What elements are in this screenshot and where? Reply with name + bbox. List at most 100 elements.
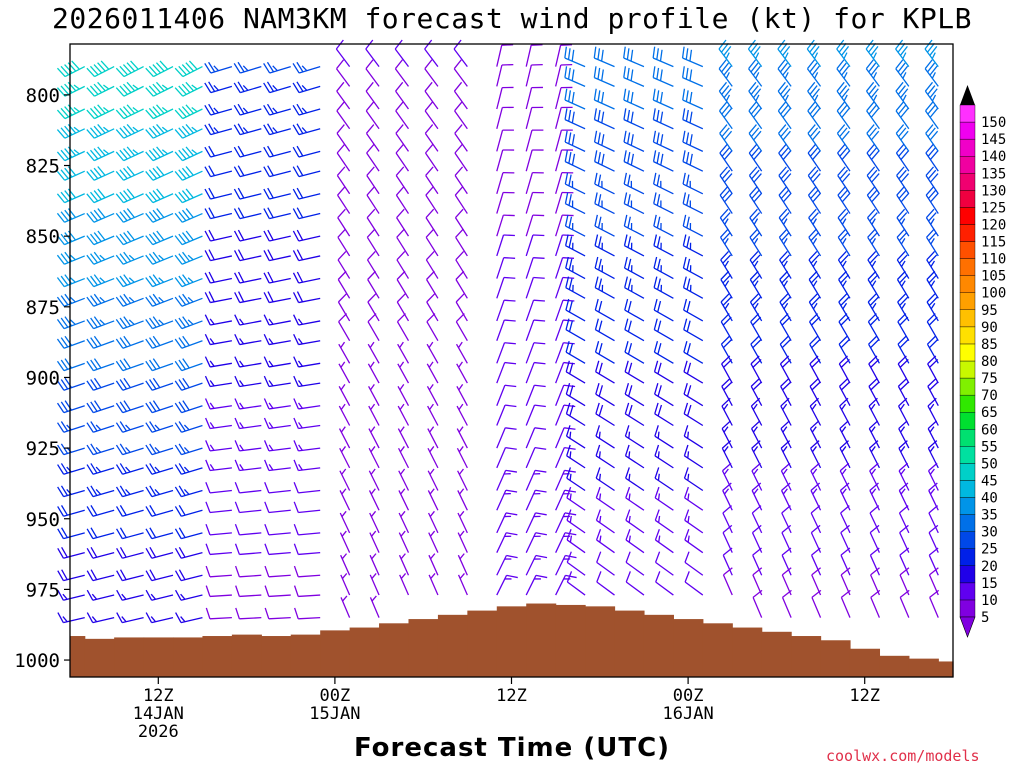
wind-barb xyxy=(866,101,880,130)
wind-barb xyxy=(338,341,351,364)
barb-feather xyxy=(685,90,689,102)
barb-feather xyxy=(623,256,628,269)
barb-feather xyxy=(752,46,761,56)
barb-feather xyxy=(682,130,686,143)
barb-feather xyxy=(115,444,124,455)
barb-feather xyxy=(840,316,850,326)
wind-barb xyxy=(927,440,939,469)
barb-feather xyxy=(60,485,68,496)
barb-feather xyxy=(365,81,374,92)
barb-feather xyxy=(123,293,132,304)
wind-barb xyxy=(86,146,115,162)
barb-feather xyxy=(370,426,376,433)
barb-feather xyxy=(806,59,816,70)
wind-barb xyxy=(86,274,115,288)
barb-shaft xyxy=(496,319,505,341)
colorbar-swatch xyxy=(959,104,976,123)
barb-feather xyxy=(178,337,187,348)
barb-feather xyxy=(929,468,935,475)
wind-barb xyxy=(870,589,881,618)
barb-feather xyxy=(681,46,685,59)
wind-barb xyxy=(682,172,704,195)
barb-shaft xyxy=(807,132,822,152)
barb-feather xyxy=(178,505,186,516)
wind-barb xyxy=(809,397,822,426)
barb-feather xyxy=(60,359,69,370)
barb-feather xyxy=(132,149,139,155)
barb-feather xyxy=(205,440,211,452)
wind-barb xyxy=(145,358,174,372)
wind-barb xyxy=(174,547,203,559)
barb-feather xyxy=(185,81,194,92)
barb-shaft xyxy=(181,277,203,288)
wind-barb xyxy=(338,403,351,426)
wind-barb xyxy=(806,59,822,87)
barb-feather xyxy=(459,530,465,537)
barb-feather xyxy=(928,254,938,264)
barb-feather xyxy=(783,280,789,287)
wind-barb xyxy=(896,166,910,195)
barb-feather xyxy=(369,384,375,391)
colorbar-top-arrow xyxy=(960,85,975,105)
wind-barb xyxy=(292,229,321,242)
wind-barb xyxy=(496,86,514,110)
barb-shaft xyxy=(425,175,439,195)
wind-barb xyxy=(496,361,517,384)
barb-feather xyxy=(870,108,880,118)
wind-barb xyxy=(115,274,144,288)
barb-shaft xyxy=(838,321,851,342)
barb-feather xyxy=(119,275,128,286)
barb-shaft xyxy=(868,363,880,384)
barb-feather xyxy=(751,189,760,199)
barb-feather xyxy=(90,337,98,348)
barb-feather xyxy=(595,425,601,437)
barb-feather xyxy=(841,65,850,76)
barb-shaft xyxy=(239,489,262,494)
wind-barb xyxy=(86,316,115,330)
barb-shaft xyxy=(869,554,881,576)
wind-barb xyxy=(369,510,380,534)
barb-feather xyxy=(896,228,906,238)
barb-feather xyxy=(123,251,132,262)
wind-barb xyxy=(368,468,380,491)
barb-feather xyxy=(840,296,850,306)
barb-feather xyxy=(237,249,245,261)
barb-feather xyxy=(123,190,132,200)
wind-barb xyxy=(839,420,851,449)
barb-feather xyxy=(689,91,693,104)
source-credit[interactable]: coolwx.com/models xyxy=(826,747,980,765)
wind-barb xyxy=(868,378,880,407)
barb-feather xyxy=(263,375,270,387)
wind-barb xyxy=(368,403,380,426)
wind-barb xyxy=(555,106,573,129)
wind-barb xyxy=(623,256,645,280)
barb-feather xyxy=(925,143,934,154)
wind-barb xyxy=(565,402,586,427)
barb-feather xyxy=(750,378,760,387)
wind-barb xyxy=(425,186,439,214)
barb-feather xyxy=(598,473,602,481)
wind-barb xyxy=(233,165,262,178)
barb-shaft xyxy=(93,255,115,265)
barb-shaft xyxy=(866,132,880,152)
wind-barb xyxy=(652,150,674,172)
wind-barb xyxy=(564,88,586,110)
x-tick-label: 00Z xyxy=(673,686,704,706)
barb-feather xyxy=(653,340,659,353)
barb-feather xyxy=(337,251,347,261)
barb-shaft xyxy=(63,382,85,391)
barb-feather xyxy=(56,296,65,307)
barb-feather xyxy=(115,360,124,372)
barb-shaft xyxy=(869,512,881,534)
barb-shaft xyxy=(181,340,203,349)
barb-feather xyxy=(652,66,656,78)
barb-shaft xyxy=(655,561,674,576)
barb-feather xyxy=(185,230,194,241)
wind-barb xyxy=(652,46,674,68)
wind-barb xyxy=(653,276,674,299)
barb-feather xyxy=(93,251,102,262)
barb-feather xyxy=(656,174,661,186)
barb-feather xyxy=(782,173,792,183)
barb-feather xyxy=(86,380,94,391)
barb-feather xyxy=(504,299,516,302)
